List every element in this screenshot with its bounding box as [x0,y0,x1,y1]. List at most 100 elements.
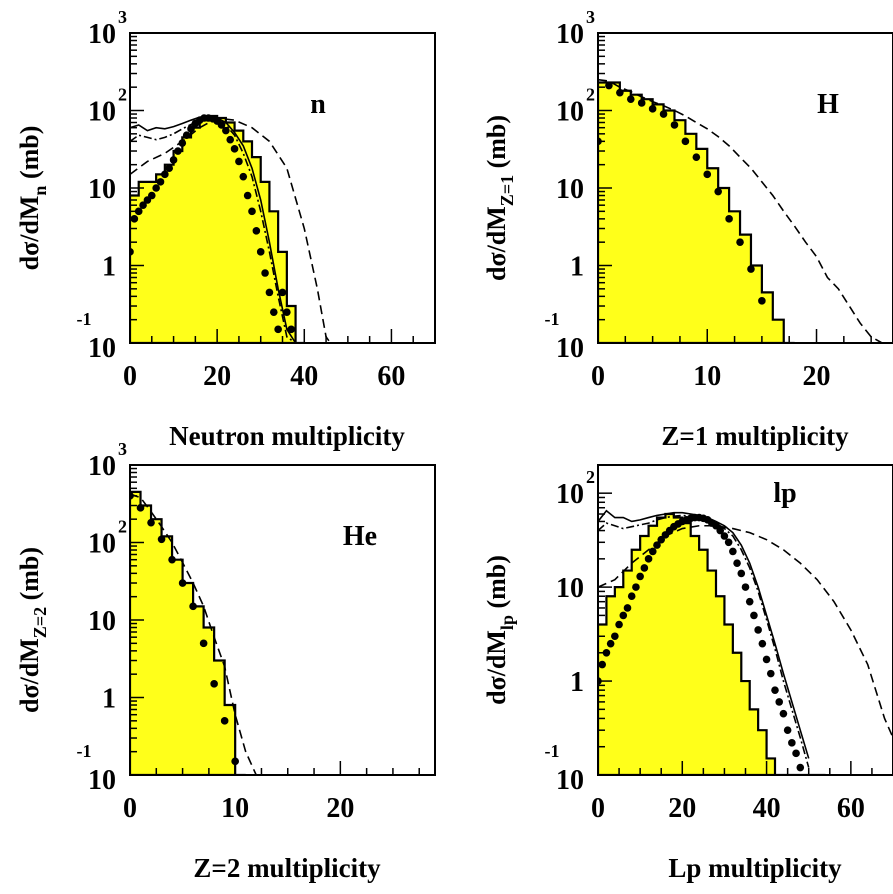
data-point [199,639,208,648]
y-tick-label: 10 [556,174,584,205]
data-point [659,110,668,118]
data-point [703,170,712,179]
x-tick-label: 40 [290,361,318,392]
y-tick-exponent: -1 [77,741,92,761]
data-point [747,265,755,273]
data-point [648,547,657,556]
x-axis-title: Z=2 multiplicity [193,853,381,883]
data-point [174,147,182,155]
y-tick-label: 10 [88,606,116,637]
data-point [714,187,722,196]
data-point [670,121,679,129]
data-point [261,269,269,277]
data-point [737,569,746,578]
data-point [605,81,613,90]
x-tick-label: 20 [668,793,696,824]
curve-dashdot-lp [598,514,810,768]
histogram-lp [598,512,826,775]
data-point [606,639,615,648]
data-point [226,135,235,144]
histogram-H [598,81,795,343]
data-point [235,157,243,166]
y-tick-exponent: -1 [545,309,560,329]
data-point [741,583,750,591]
y-tick-label: 10 [88,333,116,364]
y-tick-exponent: 2 [586,85,595,105]
x-tick-label: 60 [837,793,865,824]
x-axis-title: Lp multiplicity [668,853,842,883]
data-point [278,288,287,297]
data-point [187,125,195,133]
x-tick-label: 0 [591,793,605,824]
x-tick-label: 0 [123,361,137,392]
data-point [766,669,775,678]
y-tick-label: 10 [88,451,116,482]
y-tick-label: 10 [556,97,584,128]
y-axis-title: dσ/dMZ=1 (mb) [482,115,517,281]
data-point [602,648,611,657]
data-point [182,131,191,140]
x-tick-label: 0 [123,793,137,824]
data-point [157,535,166,544]
x-tick-label: 60 [377,361,405,392]
y-tick-label: 10 [556,333,584,364]
data-point [256,248,265,256]
data-point [796,763,805,772]
y-tick-exponent: 3 [118,7,127,27]
x-tick-label: 40 [753,793,781,824]
data-point [627,592,636,601]
data-point [269,308,278,316]
data-point [248,207,256,216]
data-point [758,639,767,648]
data-point [598,660,607,669]
data-point [161,170,169,179]
x-tick-label: 20 [803,361,831,392]
panel-label: H [817,89,839,120]
data-point [754,626,762,634]
x-tick-label: 0 [591,361,605,392]
data-point [637,99,646,107]
data-point [168,555,176,564]
y-tick-label: 10 [556,19,584,50]
data-point [762,655,771,664]
data-point [716,526,725,535]
data-point [736,238,744,246]
data-point [783,726,792,734]
y-axis-title: dσ/dMZ=2 (mb) [15,547,50,713]
y-tick-exponent: 2 [586,467,595,487]
y-tick-label: 10 [556,479,584,510]
data-point [729,547,737,556]
y-tick-label: 10 [88,174,116,205]
x-tick-label: 10 [221,793,249,824]
y-tick-label: 1 [102,684,116,715]
data-point [615,620,623,629]
data-point [788,739,796,747]
y-tick-exponent: -1 [77,309,92,329]
y-tick-label: 10 [556,573,584,604]
curve-dashed-He [130,493,267,775]
x-tick-label: 20 [203,361,231,392]
data-point [653,541,661,549]
data-point [156,178,165,186]
data-point [758,297,766,305]
panel-label: lp [773,478,796,509]
panel-label: He [343,521,377,552]
histogram-He [130,490,246,775]
data-point [720,532,729,540]
data-point [779,709,788,718]
data-point [189,602,197,611]
data-point [287,325,296,334]
data-point [750,611,758,620]
y-tick-exponent: 2 [118,517,127,537]
y-axis-title: dσ/dMn (mb) [15,126,50,271]
data-point [169,156,178,164]
data-point [632,583,640,591]
y-tick-label: 1 [102,252,116,283]
y-tick-label: 10 [88,765,116,796]
x-axis-title: Z=1 multiplicity [661,421,849,451]
y-tick-exponent: -1 [545,741,560,761]
data-point [230,145,239,153]
